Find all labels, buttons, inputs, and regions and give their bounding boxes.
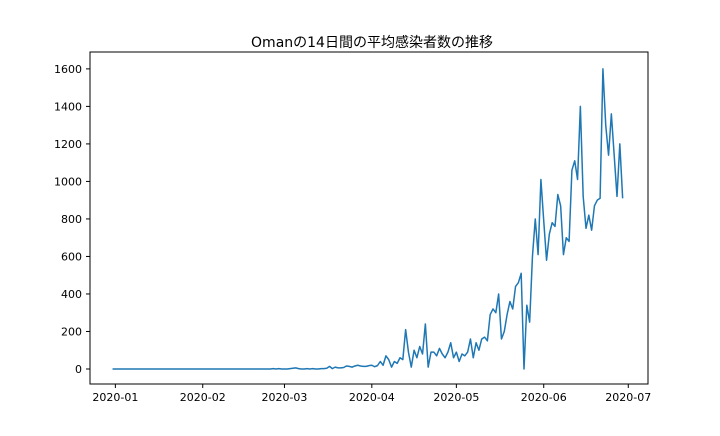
y-tick-label: 1600 — [54, 63, 82, 76]
series-line-0 — [112, 68, 624, 370]
x-tick-label: 2020-04 — [349, 391, 395, 404]
y-tick-label: 200 — [61, 325, 82, 338]
x-tick-label: 2020-02 — [180, 391, 226, 404]
y-tick-label: 400 — [61, 288, 82, 301]
chart-title: Omanの14日間の平均感染者数の推移 — [251, 34, 493, 51]
x-tick-label: 2020-06 — [521, 391, 567, 404]
x-tick-label: 2020-01 — [92, 391, 138, 404]
y-tick-label: 1400 — [54, 100, 82, 113]
plot-area — [112, 68, 624, 370]
y-tick-label: 1000 — [54, 175, 82, 188]
x-tick-label: 2020-03 — [261, 391, 307, 404]
y-tick-label: 1200 — [54, 138, 82, 151]
x-tick-label: 2020-07 — [605, 391, 651, 404]
y-tick-label: 0 — [75, 363, 82, 376]
y-axis: 0 200 400 600 800 1000 1200 1400 1600 — [54, 63, 90, 376]
axes-frame — [89, 51, 649, 385]
y-tick-label: 600 — [61, 250, 82, 263]
x-axis: 2020-01 2020-02 2020-03 2020-04 2020-05 2020-… — [92, 384, 651, 404]
y-tick-label: 800 — [61, 213, 82, 226]
x-tick-label: 2020-05 — [433, 391, 479, 404]
